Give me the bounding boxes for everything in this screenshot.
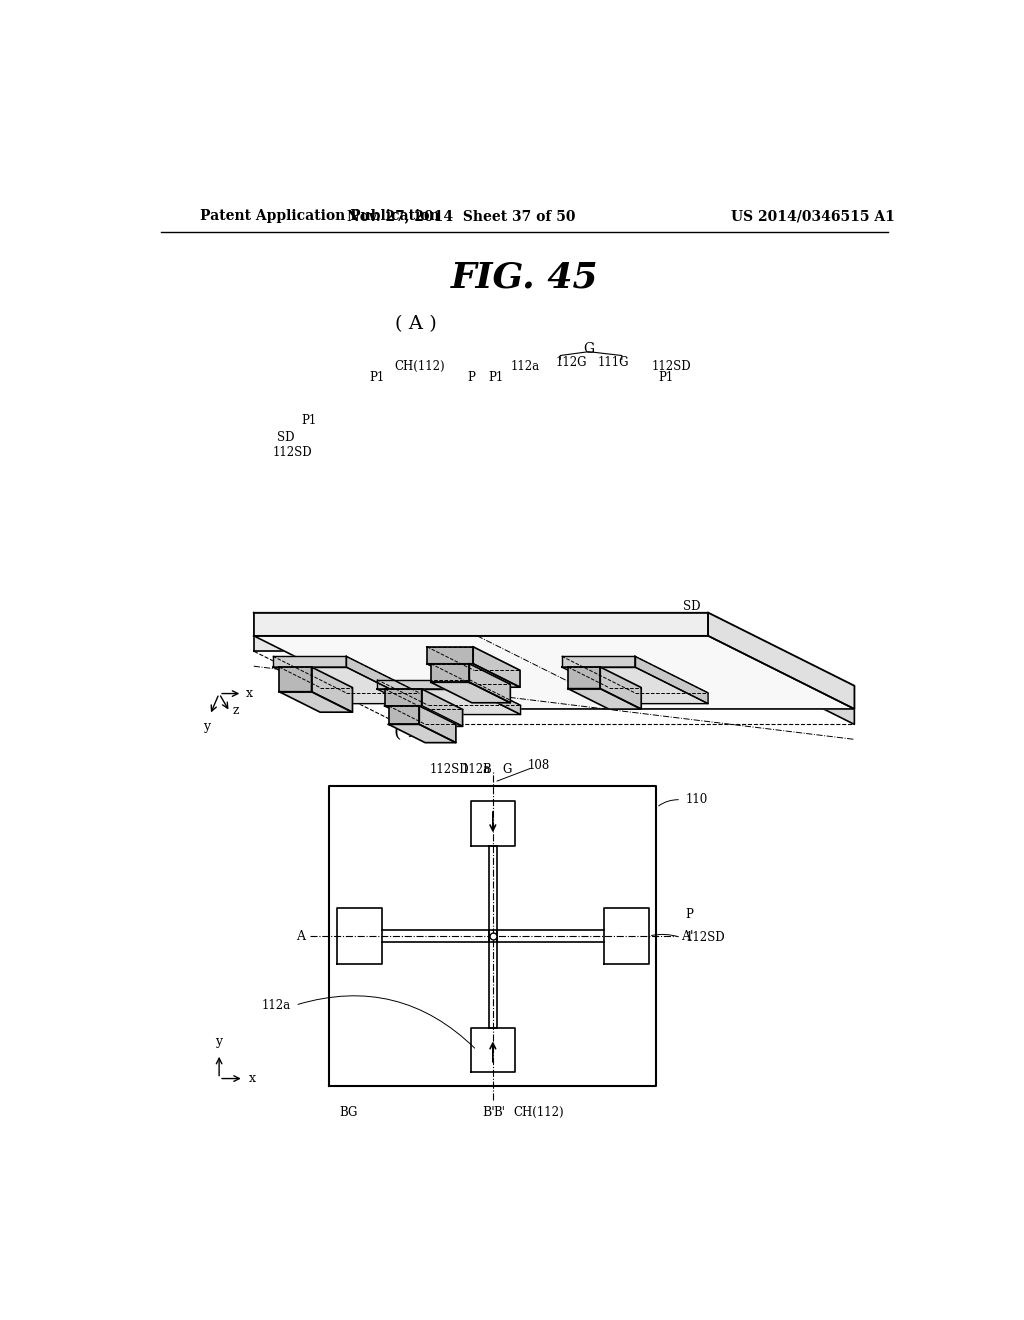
- Text: 108: 108: [528, 759, 550, 772]
- Polygon shape: [431, 682, 510, 702]
- Text: x: x: [249, 1072, 255, 1085]
- Polygon shape: [346, 656, 419, 704]
- Polygon shape: [254, 636, 854, 709]
- Polygon shape: [419, 706, 456, 743]
- Text: BG: BG: [369, 682, 387, 696]
- Text: y: y: [203, 719, 210, 733]
- Polygon shape: [469, 664, 510, 702]
- Polygon shape: [254, 612, 708, 636]
- Text: z: z: [232, 704, 239, 717]
- Text: P: P: [467, 371, 475, 384]
- Text: 112BG: 112BG: [336, 664, 377, 677]
- Text: SD: SD: [278, 430, 295, 444]
- Polygon shape: [377, 689, 520, 714]
- Text: P1: P1: [370, 371, 385, 384]
- Polygon shape: [600, 667, 641, 709]
- Text: P: P: [686, 908, 693, 921]
- Text: 111G: 111G: [598, 356, 629, 370]
- Text: 112G: 112G: [555, 356, 587, 370]
- Text: B': B': [494, 1106, 505, 1118]
- Text: 111BG: 111BG: [378, 664, 419, 677]
- Text: 112SD: 112SD: [686, 931, 725, 944]
- Polygon shape: [431, 664, 469, 682]
- Text: ( A ): ( A ): [394, 315, 436, 333]
- Polygon shape: [254, 612, 708, 651]
- Polygon shape: [385, 689, 422, 706]
- Text: FIG. 45: FIG. 45: [451, 261, 599, 294]
- Polygon shape: [427, 647, 473, 664]
- Polygon shape: [427, 664, 520, 688]
- Text: Z: Z: [449, 664, 457, 677]
- Text: P1: P1: [488, 371, 504, 384]
- Text: BG: BG: [339, 1106, 357, 1118]
- Text: P1: P1: [302, 413, 316, 426]
- Polygon shape: [422, 689, 463, 726]
- Text: 112SD: 112SD: [651, 360, 691, 372]
- Text: SD: SD: [683, 601, 700, 612]
- Polygon shape: [273, 656, 346, 667]
- Polygon shape: [708, 612, 854, 725]
- Polygon shape: [385, 706, 463, 726]
- Polygon shape: [635, 656, 708, 704]
- Polygon shape: [469, 680, 520, 714]
- Polygon shape: [473, 647, 520, 688]
- Text: B': B': [482, 1106, 496, 1118]
- Polygon shape: [280, 692, 352, 713]
- Text: P1: P1: [658, 371, 674, 384]
- Text: 112a: 112a: [510, 360, 540, 372]
- Polygon shape: [568, 667, 600, 689]
- Polygon shape: [311, 667, 352, 713]
- Text: 112SD: 112SD: [429, 763, 469, 776]
- Polygon shape: [562, 667, 708, 704]
- Polygon shape: [273, 667, 419, 704]
- Polygon shape: [280, 667, 311, 692]
- Text: A: A: [296, 929, 304, 942]
- Text: CH(112): CH(112): [514, 1106, 564, 1118]
- Polygon shape: [708, 612, 854, 709]
- Text: 112a: 112a: [261, 999, 291, 1011]
- Text: ( B ): ( B ): [394, 723, 436, 741]
- Text: y: y: [215, 1035, 222, 1048]
- Text: Patent Application Publication: Patent Application Publication: [200, 209, 439, 223]
- Polygon shape: [568, 689, 641, 709]
- Text: 112SD: 112SD: [273, 446, 312, 459]
- Text: US 2014/0346515 A1: US 2014/0346515 A1: [731, 209, 895, 223]
- Polygon shape: [377, 680, 469, 689]
- Text: 110: 110: [468, 676, 490, 689]
- Text: CH(112): CH(112): [394, 360, 444, 372]
- Text: x: x: [246, 686, 253, 700]
- Text: Nov. 27, 2014  Sheet 37 of 50: Nov. 27, 2014 Sheet 37 of 50: [347, 209, 575, 223]
- Polygon shape: [562, 656, 635, 667]
- Text: A': A': [681, 929, 693, 942]
- Polygon shape: [254, 612, 854, 686]
- Polygon shape: [388, 725, 456, 743]
- Text: 112a: 112a: [462, 763, 492, 776]
- Text: 110: 110: [686, 793, 708, 807]
- Polygon shape: [388, 706, 419, 725]
- Text: G: G: [583, 342, 594, 356]
- Text: G: G: [502, 763, 511, 776]
- Text: B: B: [482, 763, 492, 776]
